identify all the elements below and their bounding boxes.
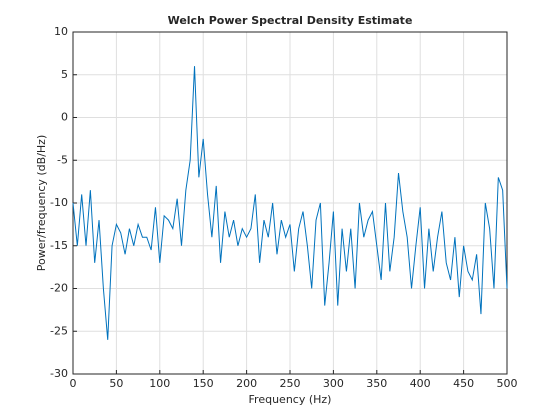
x-tick-label: 0 [70,377,77,390]
x-tick-label: 250 [280,377,301,390]
x-tick-label: 150 [193,377,214,390]
y-tick-label: 0 [61,111,68,124]
y-tick-label: -30 [50,367,68,380]
psd-line [72,66,508,340]
y-tick-label: 5 [61,68,68,81]
x-tick-label: 100 [149,377,170,390]
y-tick-label: 10 [54,25,68,38]
y-tick-label: -15 [50,239,68,252]
x-tick-label: 300 [323,377,344,390]
x-tick-label: 50 [109,377,123,390]
x-tick-label: 500 [497,377,518,390]
y-tick-label: -20 [50,282,68,295]
x-tick-label: 400 [410,377,431,390]
x-tick-label: 350 [366,377,387,390]
x-tick-label: 200 [236,377,257,390]
y-tick-label: -5 [57,153,68,166]
x-tick-label: 450 [453,377,474,390]
y-tick-label: -25 [50,324,68,337]
x-axis-label: Frequency (Hz) [249,393,332,406]
y-tick-label: -10 [50,196,68,209]
chart-title: Welch Power Spectral Density Estimate [168,14,413,27]
y-axis-label: Power/frequency (dB/Hz) [35,135,48,272]
